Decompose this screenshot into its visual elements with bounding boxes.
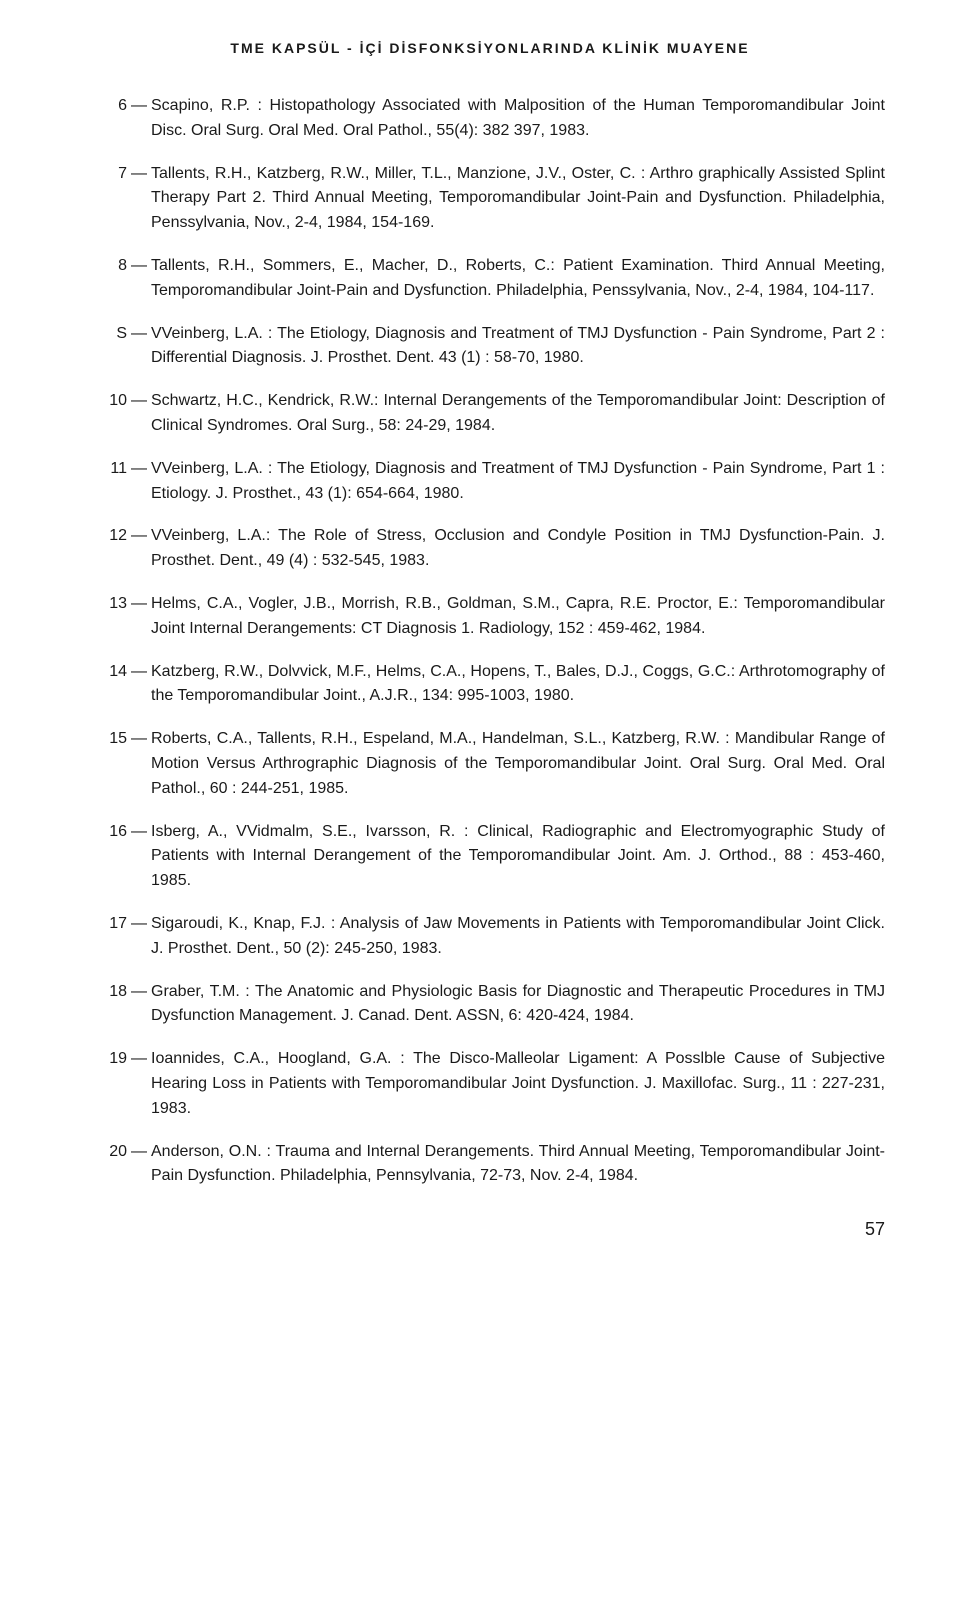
reference-item: 15—Roberts, C.A., Tallents, R.H., Espela… xyxy=(95,727,885,801)
reference-text: Isberg, A., VVidmalm, S.E., Ivarsson, R.… xyxy=(151,820,885,894)
reference-list: 6—Scapino, R.P. : Histopathology Associa… xyxy=(95,94,885,1189)
reference-number: S xyxy=(95,322,127,372)
reference-separator: — xyxy=(127,524,151,574)
reference-separator: — xyxy=(127,727,151,801)
reference-item: S—VVeinberg, L.A. : The Etiology, Diagno… xyxy=(95,322,885,372)
reference-separator: — xyxy=(127,1140,151,1190)
reference-number: 8 xyxy=(95,254,127,304)
reference-text: Roberts, C.A., Tallents, R.H., Espeland,… xyxy=(151,727,885,801)
reference-item: 20—Anderson, O.N. : Trauma and Internal … xyxy=(95,1140,885,1190)
page-number: 57 xyxy=(95,1219,885,1240)
reference-item: 17—Sigaroudi, K., Knap, F.J. : Analysis … xyxy=(95,912,885,962)
reference-number: 10 xyxy=(95,389,127,439)
document-page: TME KAPSÜL - İÇİ DİSFONKSİYONLARINDA KLİ… xyxy=(0,0,960,1290)
reference-item: 8—Tallents, R.H., Sommers, E., Macher, D… xyxy=(95,254,885,304)
reference-separator: — xyxy=(127,389,151,439)
reference-separator: — xyxy=(127,820,151,894)
reference-text: Helms, C.A., Vogler, J.B., Morrish, R.B.… xyxy=(151,592,885,642)
reference-item: 10—Schwartz, H.C., Kendrick, R.W.: Inter… xyxy=(95,389,885,439)
reference-separator: — xyxy=(127,912,151,962)
reference-separator: — xyxy=(127,1047,151,1121)
reference-item: 19—Ioannides, C.A., Hoogland, G.A. : The… xyxy=(95,1047,885,1121)
reference-separator: — xyxy=(127,457,151,507)
reference-text: Schwartz, H.C., Kendrick, R.W.: Internal… xyxy=(151,389,885,439)
reference-number: 20 xyxy=(95,1140,127,1190)
reference-number: 13 xyxy=(95,592,127,642)
reference-separator: — xyxy=(127,322,151,372)
reference-text: Katzberg, R.W., Dolvvick, M.F., Helms, C… xyxy=(151,660,885,710)
reference-item: 6—Scapino, R.P. : Histopathology Associa… xyxy=(95,94,885,144)
reference-separator: — xyxy=(127,980,151,1030)
reference-item: 18—Graber, T.M. : The Anatomic and Physi… xyxy=(95,980,885,1030)
reference-text: Sigaroudi, K., Knap, F.J. : Analysis of … xyxy=(151,912,885,962)
reference-number: 18 xyxy=(95,980,127,1030)
reference-number: 19 xyxy=(95,1047,127,1121)
reference-number: 17 xyxy=(95,912,127,962)
reference-item: 14—Katzberg, R.W., Dolvvick, M.F., Helms… xyxy=(95,660,885,710)
reference-separator: — xyxy=(127,94,151,144)
reference-item: 12—VVeinberg, L.A.: The Role of Stress, … xyxy=(95,524,885,574)
reference-text: Scapino, R.P. : Histopathology Associate… xyxy=(151,94,885,144)
reference-item: 7—Tallents, R.H., Katzberg, R.W., Miller… xyxy=(95,162,885,236)
reference-text: VVeinberg, L.A.: The Role of Stress, Occ… xyxy=(151,524,885,574)
reference-number: 16 xyxy=(95,820,127,894)
reference-text: Ioannides, C.A., Hoogland, G.A. : The Di… xyxy=(151,1047,885,1121)
reference-text: VVeinberg, L.A. : The Etiology, Diagnosi… xyxy=(151,322,885,372)
reference-number: 12 xyxy=(95,524,127,574)
reference-number: 15 xyxy=(95,727,127,801)
reference-number: 6 xyxy=(95,94,127,144)
reference-item: 16—Isberg, A., VVidmalm, S.E., Ivarsson,… xyxy=(95,820,885,894)
reference-text: Graber, T.M. : The Anatomic and Physiolo… xyxy=(151,980,885,1030)
reference-number: 14 xyxy=(95,660,127,710)
reference-separator: — xyxy=(127,660,151,710)
reference-separator: — xyxy=(127,162,151,236)
reference-item: 13—Helms, C.A., Vogler, J.B., Morrish, R… xyxy=(95,592,885,642)
running-head: TME KAPSÜL - İÇİ DİSFONKSİYONLARINDA KLİ… xyxy=(95,40,885,56)
reference-number: 11 xyxy=(95,457,127,507)
reference-text: Tallents, R.H., Katzberg, R.W., Miller, … xyxy=(151,162,885,236)
reference-item: 11—VVeinberg, L.A. : The Etiology, Diagn… xyxy=(95,457,885,507)
reference-text: Tallents, R.H., Sommers, E., Macher, D.,… xyxy=(151,254,885,304)
reference-separator: — xyxy=(127,592,151,642)
reference-separator: — xyxy=(127,254,151,304)
reference-text: Anderson, O.N. : Trauma and Internal Der… xyxy=(151,1140,885,1190)
reference-number: 7 xyxy=(95,162,127,236)
reference-text: VVeinberg, L.A. : The Etiology, Diagnosi… xyxy=(151,457,885,507)
